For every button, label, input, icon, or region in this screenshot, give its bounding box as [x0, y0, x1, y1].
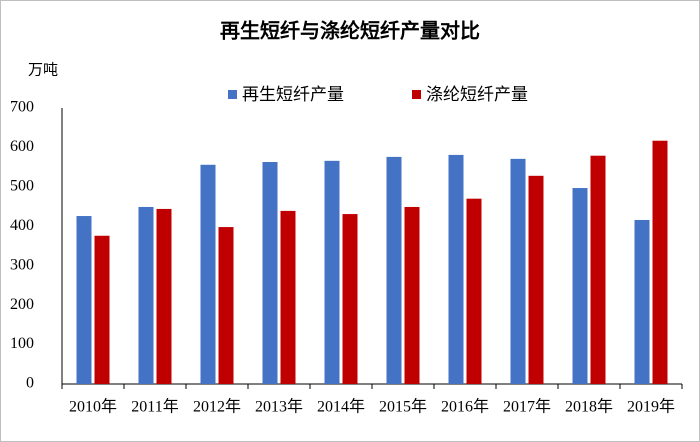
- bar: [324, 160, 340, 384]
- bar: [280, 210, 296, 384]
- bar: [528, 175, 544, 384]
- bar: [404, 206, 420, 384]
- y-tick-label: 0: [26, 375, 34, 392]
- bar: [94, 235, 110, 384]
- y-axis-label: 万吨: [28, 61, 58, 79]
- y-tick-label: 200: [10, 296, 34, 313]
- x-tick-label: 2012年: [193, 398, 241, 416]
- bar: [510, 158, 526, 384]
- x-tick-label: 2010年: [69, 398, 117, 416]
- bar: [138, 206, 154, 384]
- bar: [590, 155, 606, 384]
- x-tick-label: 2018年: [565, 398, 613, 416]
- bar: [156, 208, 172, 384]
- x-tick-label: 2015年: [379, 398, 427, 416]
- bar: [652, 140, 668, 384]
- y-tick-label: 100: [10, 335, 34, 352]
- y-tick-label: 500: [10, 178, 34, 195]
- legend-label: 再生短纤产量: [242, 85, 344, 105]
- bar: [448, 154, 464, 384]
- x-tick-label: 2013年: [255, 398, 303, 416]
- y-tick-label: 600: [10, 138, 34, 155]
- y-tick-label: 700: [10, 99, 34, 116]
- bar: [262, 162, 278, 384]
- bar: [342, 214, 358, 384]
- x-tick-label: 2019年: [627, 398, 675, 416]
- bar: [200, 164, 216, 384]
- x-tick-label: 2014年: [317, 398, 365, 416]
- bar: [572, 188, 588, 384]
- y-tick-label: 300: [10, 256, 34, 273]
- bar: [76, 216, 92, 384]
- x-tick-label: 2016年: [441, 398, 489, 416]
- legend-label: 涤纶短纤产量: [426, 85, 528, 105]
- x-tick-label: 2011年: [131, 398, 178, 416]
- bar: [386, 156, 402, 384]
- chart-title: 再生短纤与涤纶短纤产量对比: [220, 19, 480, 43]
- y-tick-label: 400: [10, 217, 34, 234]
- bar: [634, 219, 650, 384]
- x-tick-label: 2017年: [503, 398, 551, 416]
- legend-swatch: [412, 90, 421, 99]
- legend-swatch: [228, 90, 237, 99]
- bar: [466, 198, 482, 384]
- bar: [218, 227, 234, 384]
